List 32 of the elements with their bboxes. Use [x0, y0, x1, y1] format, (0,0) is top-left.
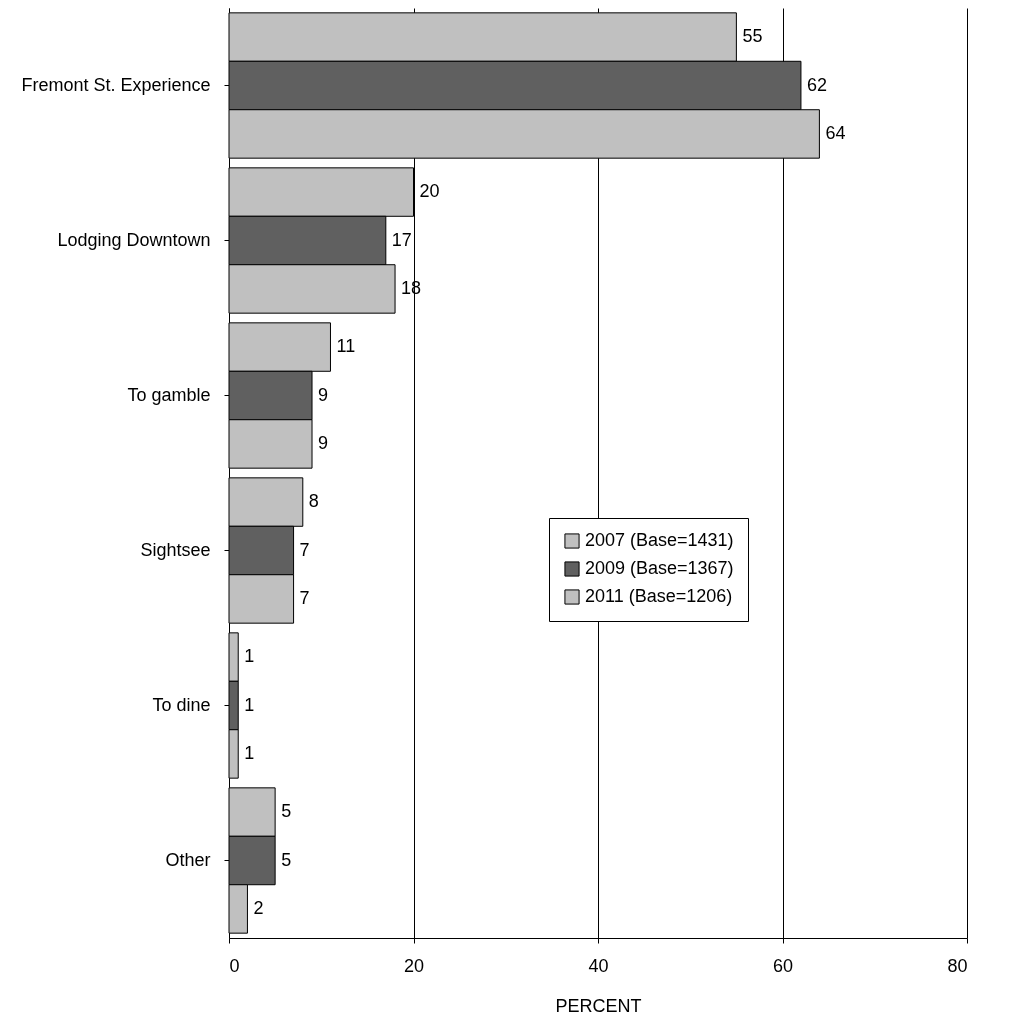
data-label: 20: [419, 181, 440, 202]
y-tick-label: Other: [165, 849, 211, 870]
x-tick-label: 60: [772, 955, 794, 976]
legend-label: 2009 (Base=1367): [585, 558, 734, 578]
data-label: 9: [318, 432, 329, 453]
x-tick-label: 20: [403, 955, 425, 976]
data-label: 9: [318, 384, 329, 405]
data-label: 11: [336, 336, 356, 357]
x-tick-label: 0: [229, 955, 240, 976]
data-label: 55: [742, 26, 763, 47]
data-label: 2: [253, 897, 264, 918]
data-label: 7: [299, 539, 310, 560]
data-label: 17: [391, 229, 412, 250]
y-tick-label: To dine: [152, 694, 211, 715]
data-label: 7: [299, 587, 310, 608]
data-label: 62: [806, 74, 827, 95]
y-tick-label: Sightsee: [140, 539, 211, 560]
legend-label: 2011 (Base=1206): [585, 586, 733, 606]
data-label: 8: [308, 491, 319, 512]
data-label: 5: [281, 849, 292, 870]
data-label: 5: [281, 801, 292, 822]
x-tick-label: 80: [947, 955, 968, 976]
data-label: 1: [244, 742, 255, 763]
data-label: 1: [244, 646, 255, 667]
y-tick-label: To gamble: [127, 384, 211, 405]
y-tick-label: Lodging Downtown: [57, 229, 211, 250]
y-tick-label: Fremont St. Experience: [21, 74, 211, 95]
x-axis-title: PERCENT: [555, 995, 642, 1016]
data-label: 64: [825, 122, 846, 143]
data-label: 1: [244, 694, 255, 715]
legend-label: 2007 (Base=1431): [585, 530, 734, 550]
x-tick-label: 40: [588, 955, 609, 976]
